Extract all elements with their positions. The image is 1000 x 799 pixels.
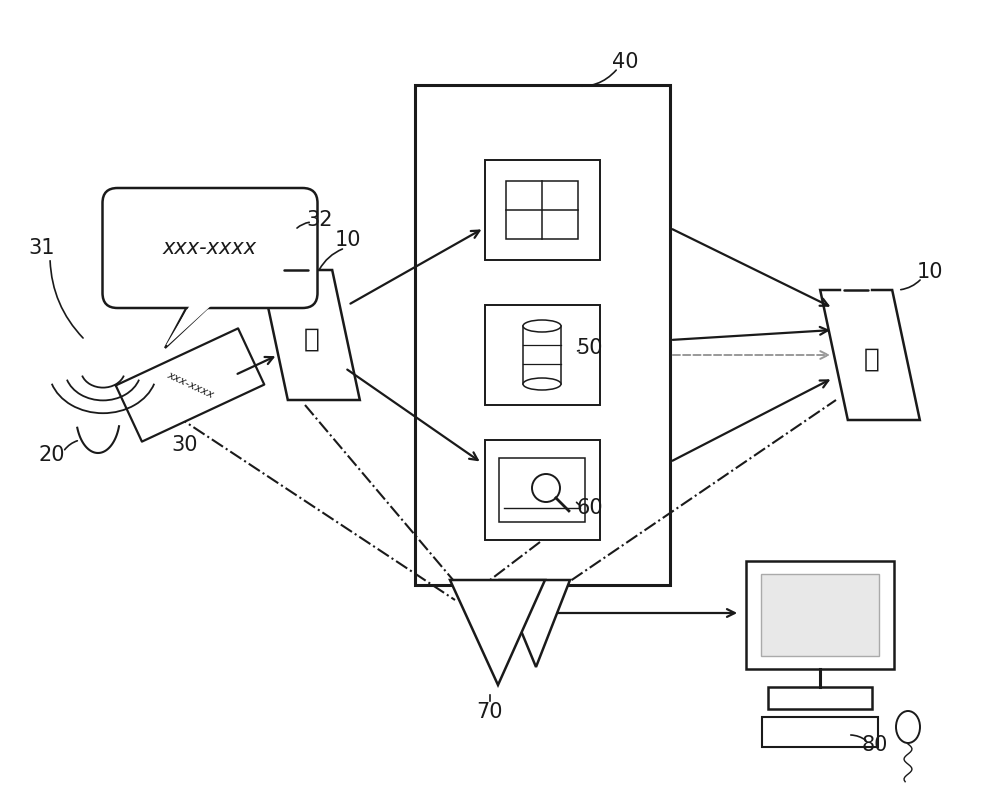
Text: 32: 32 [307,210,333,230]
Text: 31: 31 [29,238,55,258]
FancyBboxPatch shape [484,440,600,540]
Polygon shape [500,580,570,667]
FancyBboxPatch shape [484,305,600,405]
FancyBboxPatch shape [506,181,578,239]
Text: 60: 60 [577,498,603,518]
Polygon shape [260,270,360,400]
Text: 付: 付 [303,327,319,353]
FancyBboxPatch shape [768,687,872,709]
FancyBboxPatch shape [761,574,879,656]
Text: 20: 20 [39,445,65,465]
FancyBboxPatch shape [746,561,894,669]
Ellipse shape [523,320,561,332]
Ellipse shape [523,378,561,390]
FancyBboxPatch shape [103,188,318,308]
Text: 10: 10 [917,262,943,282]
Text: 收: 收 [863,347,879,373]
Ellipse shape [896,711,920,743]
Text: xxx-xxxx: xxx-xxxx [165,370,215,400]
Polygon shape [820,290,920,420]
FancyBboxPatch shape [499,458,585,522]
Text: 50: 50 [577,338,603,358]
Text: 80: 80 [862,735,888,755]
Polygon shape [116,328,264,442]
FancyBboxPatch shape [762,717,878,747]
Polygon shape [450,580,545,685]
Text: 70: 70 [477,702,503,722]
FancyBboxPatch shape [523,326,561,384]
FancyBboxPatch shape [484,160,600,260]
Text: 10: 10 [335,230,361,250]
Circle shape [532,474,560,502]
Polygon shape [167,303,213,345]
Text: 40: 40 [612,52,638,72]
Polygon shape [165,301,215,348]
Text: xxx-xxxx: xxx-xxxx [163,238,257,258]
Text: 30: 30 [172,435,198,455]
FancyBboxPatch shape [415,85,670,585]
